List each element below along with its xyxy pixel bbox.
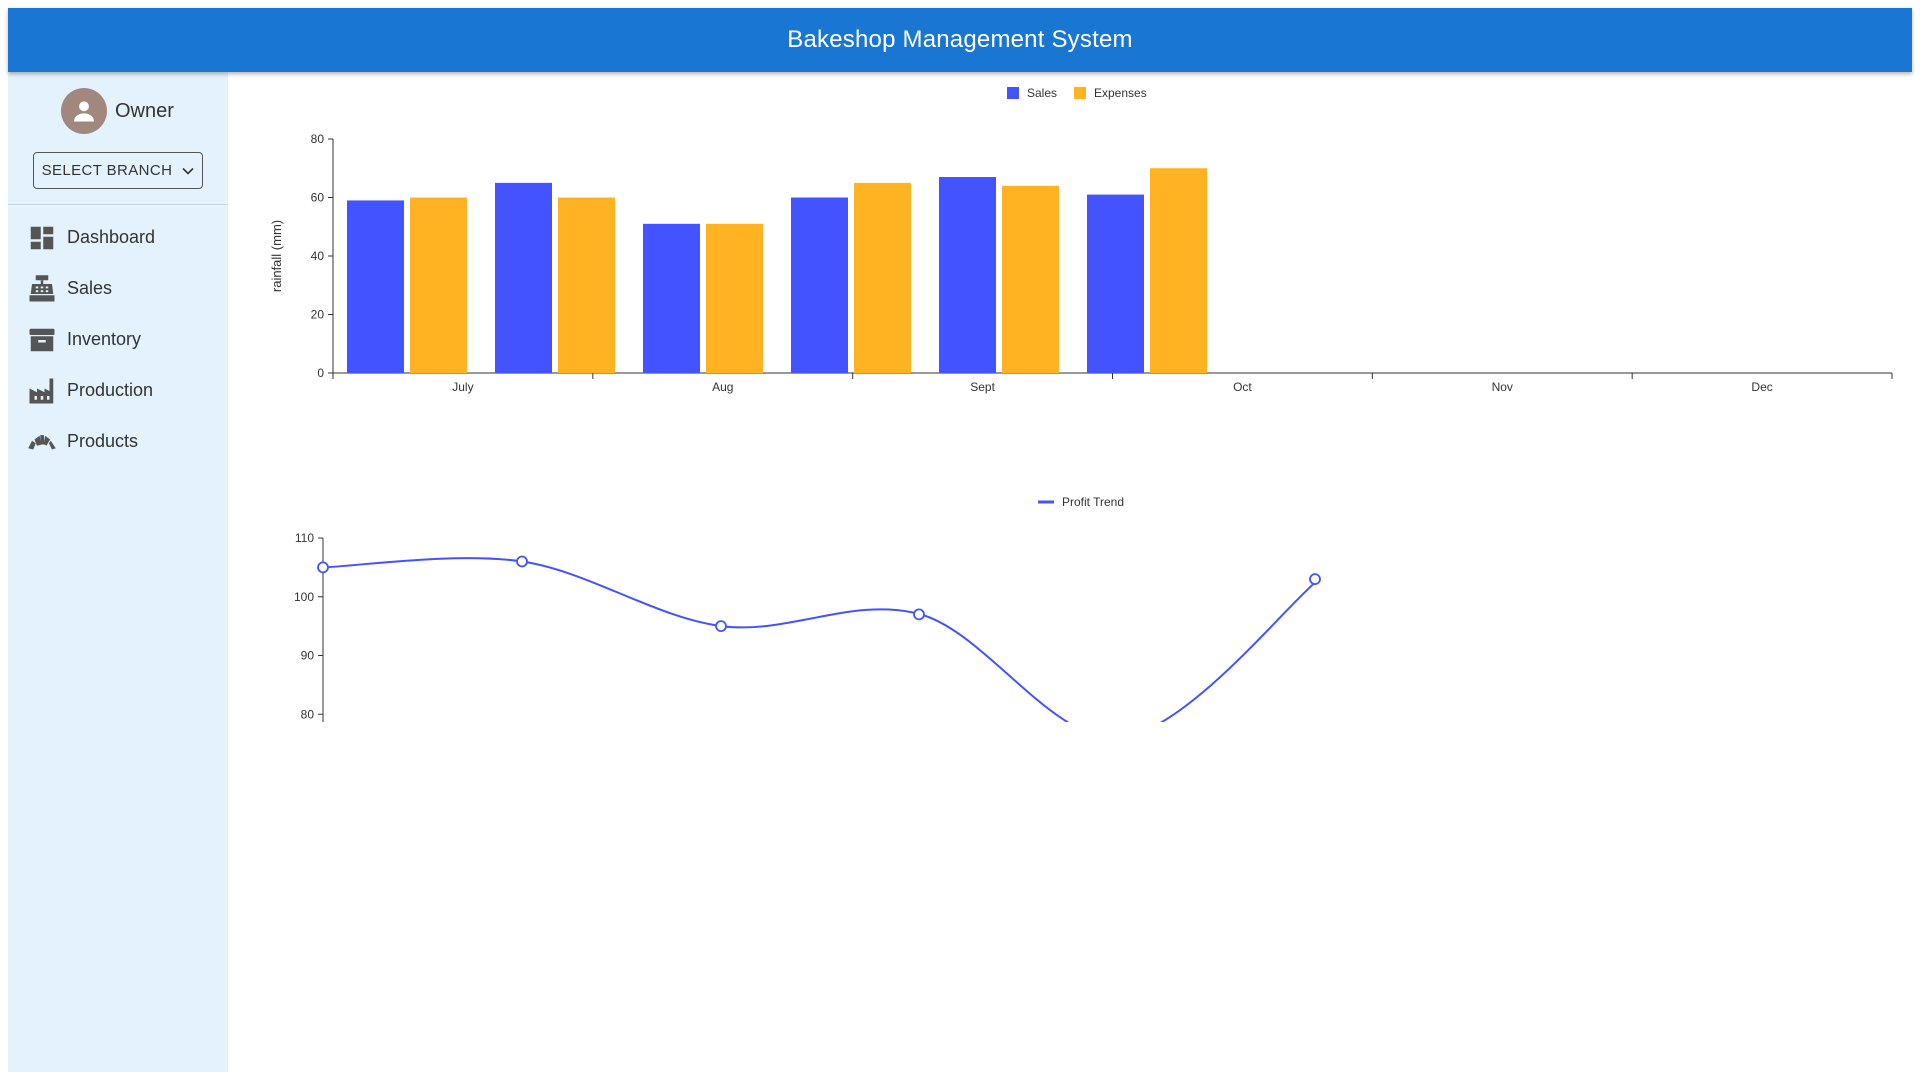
sidebar-nav: Dashboard Sales Inventory Production <box>8 212 228 467</box>
expenses-bar <box>558 197 615 373</box>
sales-bar <box>495 182 552 373</box>
profit-point <box>1309 573 1321 586</box>
dashboard-icon <box>27 223 57 253</box>
sidebar: Owner SELECT BRANCH Dashboard Sales <box>8 72 228 1072</box>
sales-bar <box>791 197 848 373</box>
legend-swatch <box>1007 87 1019 99</box>
y-tick-label: 0 <box>317 366 324 380</box>
profit-point <box>317 561 329 574</box>
y-tick-label: 60 <box>311 191 325 205</box>
sales-bar <box>347 200 404 373</box>
y-tick-label: 40 <box>311 249 325 263</box>
legend-swatch <box>1074 87 1086 99</box>
sidebar-item-label: Dashboard <box>67 227 156 247</box>
expenses-bar <box>706 223 763 373</box>
factory-icon <box>27 376 57 406</box>
y-axis-label: rainfall (mm) <box>269 220 284 292</box>
sidebar-item-inventory[interactable]: Inventory <box>8 314 228 365</box>
select-branch-label: SELECT BRANCH <box>41 162 173 179</box>
sidebar-divider <box>8 204 228 205</box>
profit-point <box>516 555 528 568</box>
legend-label: Expenses <box>1094 86 1147 100</box>
profit-trend-line <box>322 557 1320 722</box>
legend-label: Sales <box>1027 86 1057 100</box>
archive-box-icon <box>27 325 57 355</box>
y-tick-label: 80 <box>311 132 325 146</box>
profit-trend-line-chart: Profit Trend708090100110JulyAugSeptOctNo… <box>294 495 1321 722</box>
x-tick-label: Aug <box>712 380 733 394</box>
sidebar-item-label: Inventory <box>67 329 142 349</box>
sidebar-item-label: Products <box>67 431 139 451</box>
y-tick-label: 90 <box>301 649 315 663</box>
profit-point <box>913 608 925 621</box>
app-bar: Bakeshop Management System <box>8 8 1912 72</box>
sidebar-item-sales[interactable]: Sales <box>8 263 228 314</box>
sales-bar <box>1087 194 1144 373</box>
expenses-bar <box>1150 168 1207 373</box>
line-chart-legend: Profit Trend <box>1038 495 1124 509</box>
profit-point <box>715 620 727 633</box>
sidebar-item-label: Sales <box>67 278 113 298</box>
sidebar-item-dashboard[interactable]: Dashboard <box>8 212 228 263</box>
expenses-bar <box>1002 185 1059 373</box>
select-branch-button[interactable]: SELECT BRANCH <box>33 152 203 189</box>
account-circle-icon <box>61 88 107 134</box>
user-profile[interactable]: Owner <box>61 88 174 134</box>
bar-chart-legend: Sales Expenses <box>1007 86 1147 100</box>
app-title: Bakeshop Management System <box>787 26 1133 53</box>
main-content: Sales Expenses 0 20 40 60 80 rainfall (mm) July A… <box>228 72 1912 1072</box>
expenses-bar <box>410 197 467 373</box>
sales-bar <box>643 223 700 373</box>
y-tick-label: 110 <box>295 531 314 545</box>
x-tick-label: Oct <box>1233 380 1252 394</box>
app-window: Bakeshop Management System Owner SELECT … <box>8 8 1912 1072</box>
sidebar-item-label: Production <box>67 380 154 400</box>
y-tick-label: 20 <box>311 308 325 322</box>
sales-expenses-bar-chart: Sales Expenses 0 20 40 60 80 rainfall (mm) July A… <box>269 86 1893 394</box>
x-tick-label: Dec <box>1751 380 1772 394</box>
sales-bar <box>939 177 996 373</box>
x-tick-label: Sept <box>970 380 995 394</box>
croissant-icon <box>27 427 57 457</box>
y-tick-label: 100 <box>294 590 314 604</box>
sidebar-item-products[interactable]: Products <box>8 416 228 467</box>
user-name: Owner <box>115 99 174 122</box>
sidebar-item-production[interactable]: Production <box>8 365 228 416</box>
chevron-down-icon <box>182 167 194 175</box>
cash-register-icon <box>27 274 57 304</box>
legend-label: Profit Trend <box>1062 495 1124 509</box>
expenses-bar <box>854 182 911 373</box>
x-tick-label: July <box>452 380 473 394</box>
y-tick-label: 80 <box>301 707 315 721</box>
x-tick-label: Nov <box>1492 380 1513 394</box>
